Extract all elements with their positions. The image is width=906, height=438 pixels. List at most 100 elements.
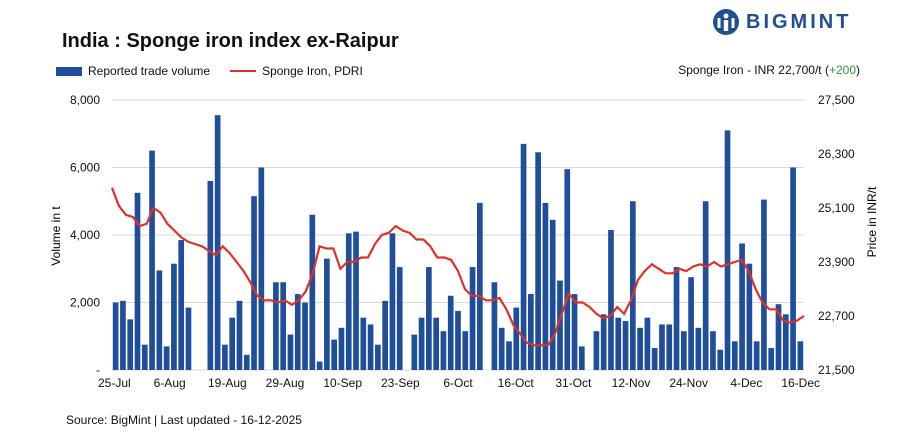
volume-bar xyxy=(302,302,308,370)
volume-bars xyxy=(112,115,804,370)
left-axis-ticks: - 2,000 4,000 6,000 8,000 xyxy=(70,93,100,377)
volume-bar xyxy=(549,219,556,370)
volume-bar xyxy=(367,324,374,370)
volume-bar xyxy=(615,317,622,370)
volume-bar xyxy=(120,300,126,370)
volume-bar xyxy=(746,263,753,370)
volume-bar xyxy=(469,267,476,370)
volume-bar xyxy=(433,317,439,370)
volume-bar xyxy=(375,344,381,370)
volume-bar xyxy=(710,331,716,370)
right-tick-label: 26,300 xyxy=(818,147,855,161)
price-note: Sponge Iron - INR 22,700/t (+200) xyxy=(678,63,860,77)
volume-bar xyxy=(498,327,505,370)
legend-bar-swatch xyxy=(56,66,82,76)
volume-bar xyxy=(338,327,345,370)
volume-bar xyxy=(127,319,134,370)
volume-bar xyxy=(440,331,447,370)
volume-bar xyxy=(651,348,658,370)
volume-bar xyxy=(564,169,571,370)
volume-bar xyxy=(491,282,498,370)
volume-bar xyxy=(739,243,745,370)
price-line xyxy=(110,187,805,347)
volume-bar xyxy=(724,130,731,370)
volume-bar xyxy=(513,307,520,370)
brand-name: BIGMINT xyxy=(746,10,852,33)
volume-bar xyxy=(163,346,170,370)
volume-bar xyxy=(680,331,687,370)
volume-bar xyxy=(535,152,541,370)
volume-bar xyxy=(411,334,418,370)
brand-logo: BIGMINT xyxy=(712,8,851,36)
volume-bar xyxy=(702,201,709,370)
x-tick-label: 6-Aug xyxy=(154,376,186,390)
volume-bar xyxy=(185,307,192,370)
left-tick-label: 2,000 xyxy=(70,296,100,310)
volume-bar xyxy=(462,331,469,370)
source-note: Source: BigMint | Last updated - 16-12-2… xyxy=(66,413,302,427)
volume-bar xyxy=(418,317,425,370)
price-note-text: Sponge Iron - INR 22,700/t ( xyxy=(678,63,829,77)
right-tick-label: 27,500 xyxy=(818,93,855,107)
left-tick-label: - xyxy=(96,363,100,377)
volume-bar xyxy=(309,214,316,370)
x-tick-label: 4-Dec xyxy=(730,376,762,390)
x-tick-label: 6-Oct xyxy=(443,376,473,390)
volume-bar xyxy=(578,346,585,370)
volume-bar xyxy=(659,324,665,370)
volume-bar xyxy=(273,282,279,370)
volume-bar xyxy=(112,302,119,370)
volume-bar xyxy=(345,233,352,370)
x-tick-label: 10-Sep xyxy=(323,376,362,390)
volume-bar xyxy=(149,150,155,370)
volume-bar xyxy=(608,229,614,370)
volume-bar xyxy=(753,341,760,370)
volume-bar xyxy=(542,202,549,370)
volume-bar xyxy=(251,196,257,370)
volume-bar xyxy=(134,192,141,370)
volume-bar xyxy=(222,344,228,370)
volume-bar xyxy=(731,341,738,370)
volume-bar xyxy=(382,300,388,370)
x-tick-label: 12-Nov xyxy=(612,376,651,390)
volume-bar xyxy=(353,231,359,370)
x-tick-label: 19-Aug xyxy=(208,376,247,390)
volume-bar xyxy=(280,282,287,370)
volume-bar xyxy=(477,202,483,370)
volume-bar xyxy=(214,115,221,370)
volume-bar xyxy=(426,267,432,370)
volume-bar xyxy=(797,341,804,370)
volume-bar xyxy=(447,295,454,370)
volume-bar xyxy=(782,314,789,370)
volume-bar xyxy=(768,348,775,370)
chart-title: India : Sponge iron index ex-Raipur xyxy=(62,30,399,52)
right-tick-label: 22,700 xyxy=(818,309,855,323)
x-tick-label: 24-Nov xyxy=(669,376,708,390)
volume-bar xyxy=(360,317,367,370)
left-tick-label: 6,000 xyxy=(70,161,100,175)
price-note-close: ) xyxy=(856,63,860,77)
volume-bar xyxy=(644,317,651,370)
volume-bar xyxy=(637,327,643,370)
volume-bar xyxy=(229,317,236,370)
volume-bar xyxy=(294,294,301,370)
volume-bar xyxy=(287,334,294,370)
left-tick-label: 8,000 xyxy=(70,93,100,107)
volume-bar xyxy=(571,294,578,370)
volume-bar xyxy=(331,339,338,370)
volume-bar xyxy=(688,277,694,370)
volume-bar xyxy=(528,294,534,370)
right-axis-ticks: 21,500 22,700 23,900 25,100 26,300 27,500 xyxy=(818,93,855,377)
price-change: +200 xyxy=(828,63,856,77)
volume-bar xyxy=(207,181,214,370)
volume-bar xyxy=(389,233,396,370)
x-tick-label: 16-Dec xyxy=(781,376,820,390)
x-tick-label: 31-Oct xyxy=(555,376,592,390)
volume-bar xyxy=(666,324,673,370)
volume-bar xyxy=(593,331,600,370)
volume-bar xyxy=(258,167,265,370)
volume-bar xyxy=(600,314,607,370)
volume-bar xyxy=(396,267,403,370)
volume-bar xyxy=(324,258,330,370)
